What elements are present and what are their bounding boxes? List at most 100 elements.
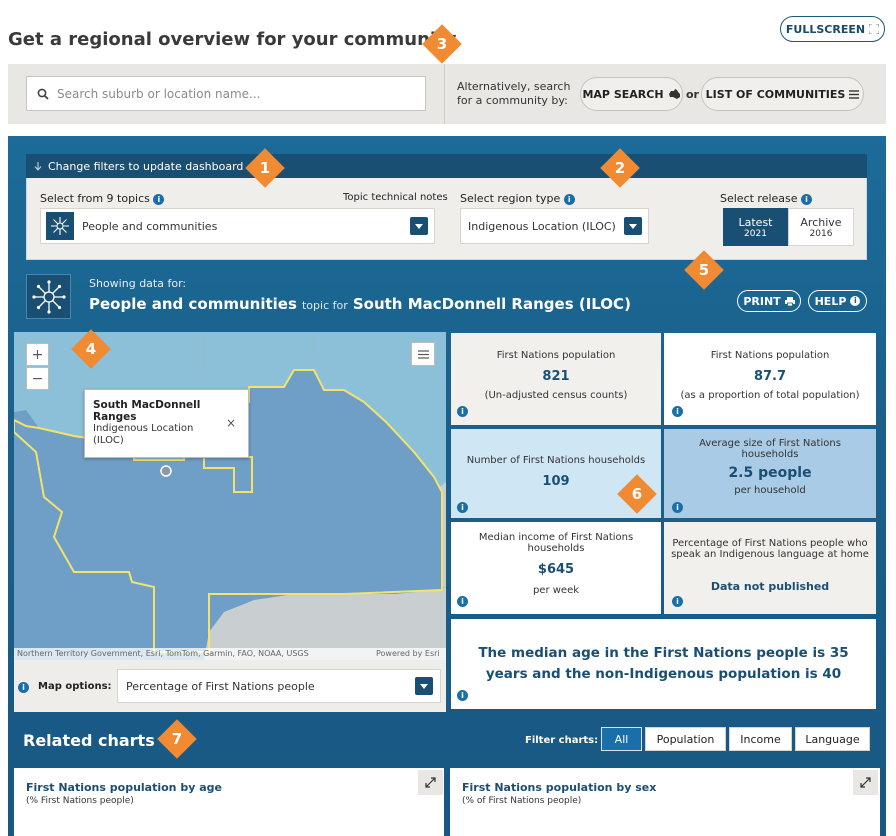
help-label: HELP (814, 294, 847, 308)
release-label-text: Select release (720, 192, 798, 205)
dropdown-arrow-icon[interactable] (415, 677, 433, 695)
australia-map-icon (668, 88, 680, 99)
popup-close-icon[interactable]: × (226, 416, 237, 430)
related-charts-title: Related charts (23, 731, 155, 750)
map-popup: South MacDonnell Ranges Indigenous Locat… (84, 389, 249, 458)
filter-charts-label: Filter charts: (525, 735, 599, 746)
stat-title: First Nations population (496, 350, 616, 361)
map-search-label: MAP SEARCH (582, 87, 664, 101)
arrow-down-icon (34, 161, 42, 171)
powered-by-esri[interactable]: Powered by Esri (376, 649, 440, 658)
help-button[interactable]: HELP i (808, 290, 867, 312)
callout-badge-1: 1 (245, 148, 285, 188)
callout-badge-6: 6 (617, 474, 657, 514)
page-title: Get a regional overview for your communi… (8, 29, 457, 50)
filter-toggle-label: Change filters to update dashboard (48, 159, 244, 173)
topic-thumbnail-icon (46, 212, 74, 240)
search-input[interactable] (57, 86, 397, 101)
showing-prefix: Showing data for: (89, 277, 187, 290)
stat-title: Percentage of First Nations people who s… (671, 538, 869, 560)
release-archive-button[interactable]: Archive 2016 (788, 208, 854, 246)
chip-language[interactable]: Language (795, 727, 870, 751)
callout-badge-3: 3 (422, 24, 462, 64)
topic-select-value: People and communities (82, 219, 218, 233)
latest-label: Latest (738, 215, 773, 229)
chart-subtitle: (% First Nations people) (26, 796, 134, 806)
search-divider (444, 64, 445, 124)
stat-value: 87.7 (753, 369, 787, 384)
callout-badge-2: 2 (600, 148, 640, 188)
topic-select[interactable]: People and communities (40, 208, 435, 244)
stat-value: $645 (537, 562, 575, 577)
map-options-select[interactable]: Percentage of First Nations people (117, 669, 441, 703)
region-type-select[interactable]: Indigenous Location (ILOC) (460, 208, 649, 244)
map-options-label: Map options: (38, 681, 112, 692)
info-icon[interactable]: i (457, 502, 468, 513)
info-icon[interactable]: i (153, 193, 165, 205)
stat-title: Number of First Nations households (466, 455, 646, 466)
topic-technical-notes-link[interactable]: Topic technical notes (343, 192, 448, 203)
filter-toggle[interactable]: Change filters to update dashboard (26, 154, 867, 178)
stat-card-proportion: First Nations population 87.7 (as a prop… (664, 333, 876, 425)
menu-icon (417, 349, 429, 359)
search-box[interactable] (26, 76, 426, 111)
printer-icon (784, 296, 795, 306)
fullscreen-icon (869, 24, 880, 34)
zoom-in-button[interactable]: + (26, 343, 49, 366)
topic-icon (26, 274, 71, 319)
map-layers-button[interactable] (411, 342, 435, 366)
info-icon[interactable]: i (801, 193, 813, 205)
callout-badge-4: 4 (71, 329, 111, 369)
map-search-button[interactable]: MAP SEARCH (580, 77, 683, 111)
region-type-value: Indigenous Location (ILOC) (468, 219, 616, 233)
chart-subtitle: (% of First Nations people) (462, 796, 582, 806)
expand-button[interactable] (853, 770, 878, 795)
expand-icon (860, 777, 871, 788)
list-of-communities-button[interactable]: LIST OF COMMUNITIES (701, 77, 864, 111)
topic-for-text: topic for (301, 299, 348, 312)
info-icon[interactable]: i (457, 406, 468, 417)
info-icon[interactable]: i (672, 406, 683, 417)
topics-label-text: Select from 9 topics (40, 192, 150, 205)
info-icon[interactable]: i (672, 502, 683, 513)
chip-income[interactable]: Income (729, 727, 792, 751)
stat-title: Median income of First Nations household… (478, 532, 634, 554)
info-icon[interactable]: i (457, 596, 468, 607)
median-age-statement: The median age in the First Nations peop… (451, 619, 876, 709)
topic-heading: People and communities topic for South M… (89, 294, 631, 313)
chart-card-age[interactable]: First Nations population by age (% First… (14, 768, 444, 836)
dropdown-arrow-icon[interactable] (624, 217, 642, 235)
map-canvas (14, 332, 446, 660)
print-button[interactable]: PRINT (737, 290, 801, 312)
zoom-out-button[interactable]: − (26, 367, 49, 390)
print-label: PRINT (743, 294, 781, 308)
list-icon (849, 89, 860, 99)
stat-value: 109 (542, 474, 570, 489)
info-icon[interactable]: i (563, 193, 575, 205)
chart-card-sex[interactable]: First Nations population by sex (% of Fi… (450, 768, 880, 836)
info-icon[interactable]: i (672, 596, 683, 607)
map-attribution: Northern Territory Government, Esri, Tom… (14, 648, 446, 660)
stat-note: per household (734, 485, 806, 496)
map-options-value: Percentage of First Nations people (126, 679, 315, 693)
archive-year: 2016 (809, 228, 833, 239)
fullscreen-button[interactable]: FULLSCREEN (780, 16, 885, 42)
popup-subtitle: Indigenous Location (ILOC) (93, 423, 194, 446)
expand-icon (425, 777, 436, 788)
stat-value: 2.5 people (728, 465, 812, 481)
archive-label: Archive (800, 215, 842, 229)
chip-all[interactable]: All (601, 727, 642, 751)
topic-name: People and communities (89, 295, 297, 313)
chip-population[interactable]: Population (645, 727, 726, 751)
info-icon[interactable]: i (457, 690, 468, 701)
stat-value: Data not published (710, 580, 830, 593)
release-latest-button[interactable]: Latest 2021 (723, 208, 788, 246)
stat-card-population: First Nations population 821 (Un-adjuste… (451, 333, 661, 425)
map-view[interactable] (14, 332, 446, 660)
info-icon[interactable]: i (18, 682, 29, 693)
dropdown-arrow-icon[interactable] (410, 217, 428, 235)
stat-note: (as a proportion of total population) (680, 390, 860, 401)
chart-title: First Nations population by sex (462, 781, 657, 794)
fullscreen-label: FULLSCREEN (785, 22, 866, 36)
expand-button[interactable] (418, 770, 443, 795)
